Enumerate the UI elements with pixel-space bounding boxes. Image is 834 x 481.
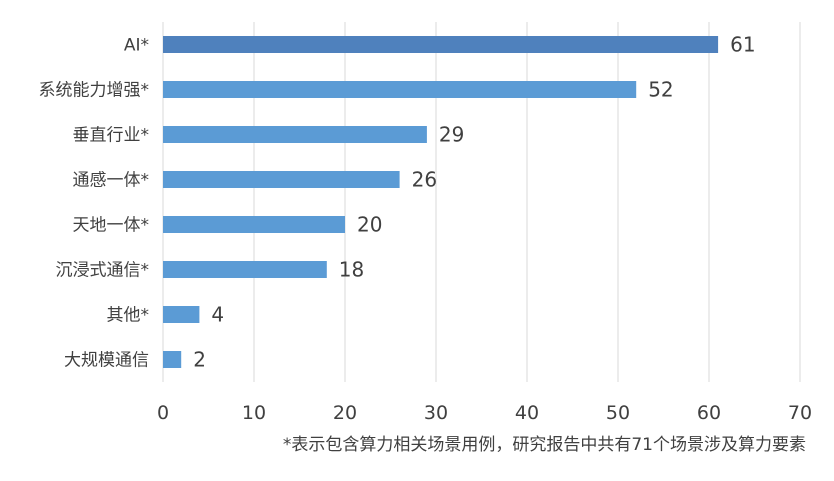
bars <box>163 36 719 368</box>
data-label: 2 <box>193 348 206 372</box>
category-label: 通感一体* <box>73 171 150 191</box>
x-tick-label: 40 <box>515 402 539 424</box>
footnote: *表示包含算力相关场景用例，研究报告中共有71个场景涉及算力要素 <box>282 435 806 455</box>
category-labels: AI* 系统能力增强* 垂直行业* 通感一体* 天地一体* 沉浸式通信* 其他* 大规模通信 <box>39 36 150 371</box>
data-label: 52 <box>648 78 673 102</box>
data-label: 4 <box>211 303 224 327</box>
data-label: 26 <box>412 168 437 192</box>
bar <box>163 351 182 368</box>
bar <box>163 36 719 53</box>
category-label: 大规模通信 <box>64 351 149 371</box>
x-tick-label: 50 <box>606 402 630 424</box>
x-tick-label: 0 <box>157 402 169 424</box>
category-label: 沉浸式通信* <box>56 261 150 281</box>
x-tick-label: 60 <box>697 402 721 424</box>
data-label: 18 <box>339 258 364 282</box>
category-label: 天地一体* <box>73 216 150 236</box>
bar <box>163 306 200 323</box>
bar <box>163 171 400 188</box>
bar <box>163 261 327 278</box>
x-tick-labels: 0 10 20 30 40 50 60 70 <box>157 402 812 424</box>
x-tick-label: 10 <box>242 402 266 424</box>
category-label: AI* <box>124 36 149 56</box>
bar <box>163 126 427 143</box>
data-label: 61 <box>730 33 755 57</box>
category-label: 垂直行业* <box>73 126 150 146</box>
data-label: 20 <box>357 213 382 237</box>
grid-lines <box>162 22 801 382</box>
bar <box>163 81 637 98</box>
bar <box>163 216 345 233</box>
category-label: 其他* <box>107 306 150 326</box>
x-tick-label: 20 <box>333 402 357 424</box>
category-label: 系统能力增强* <box>39 81 150 101</box>
x-tick-label: 70 <box>788 402 812 424</box>
x-tick-label: 30 <box>424 402 448 424</box>
data-label: 29 <box>439 123 464 147</box>
